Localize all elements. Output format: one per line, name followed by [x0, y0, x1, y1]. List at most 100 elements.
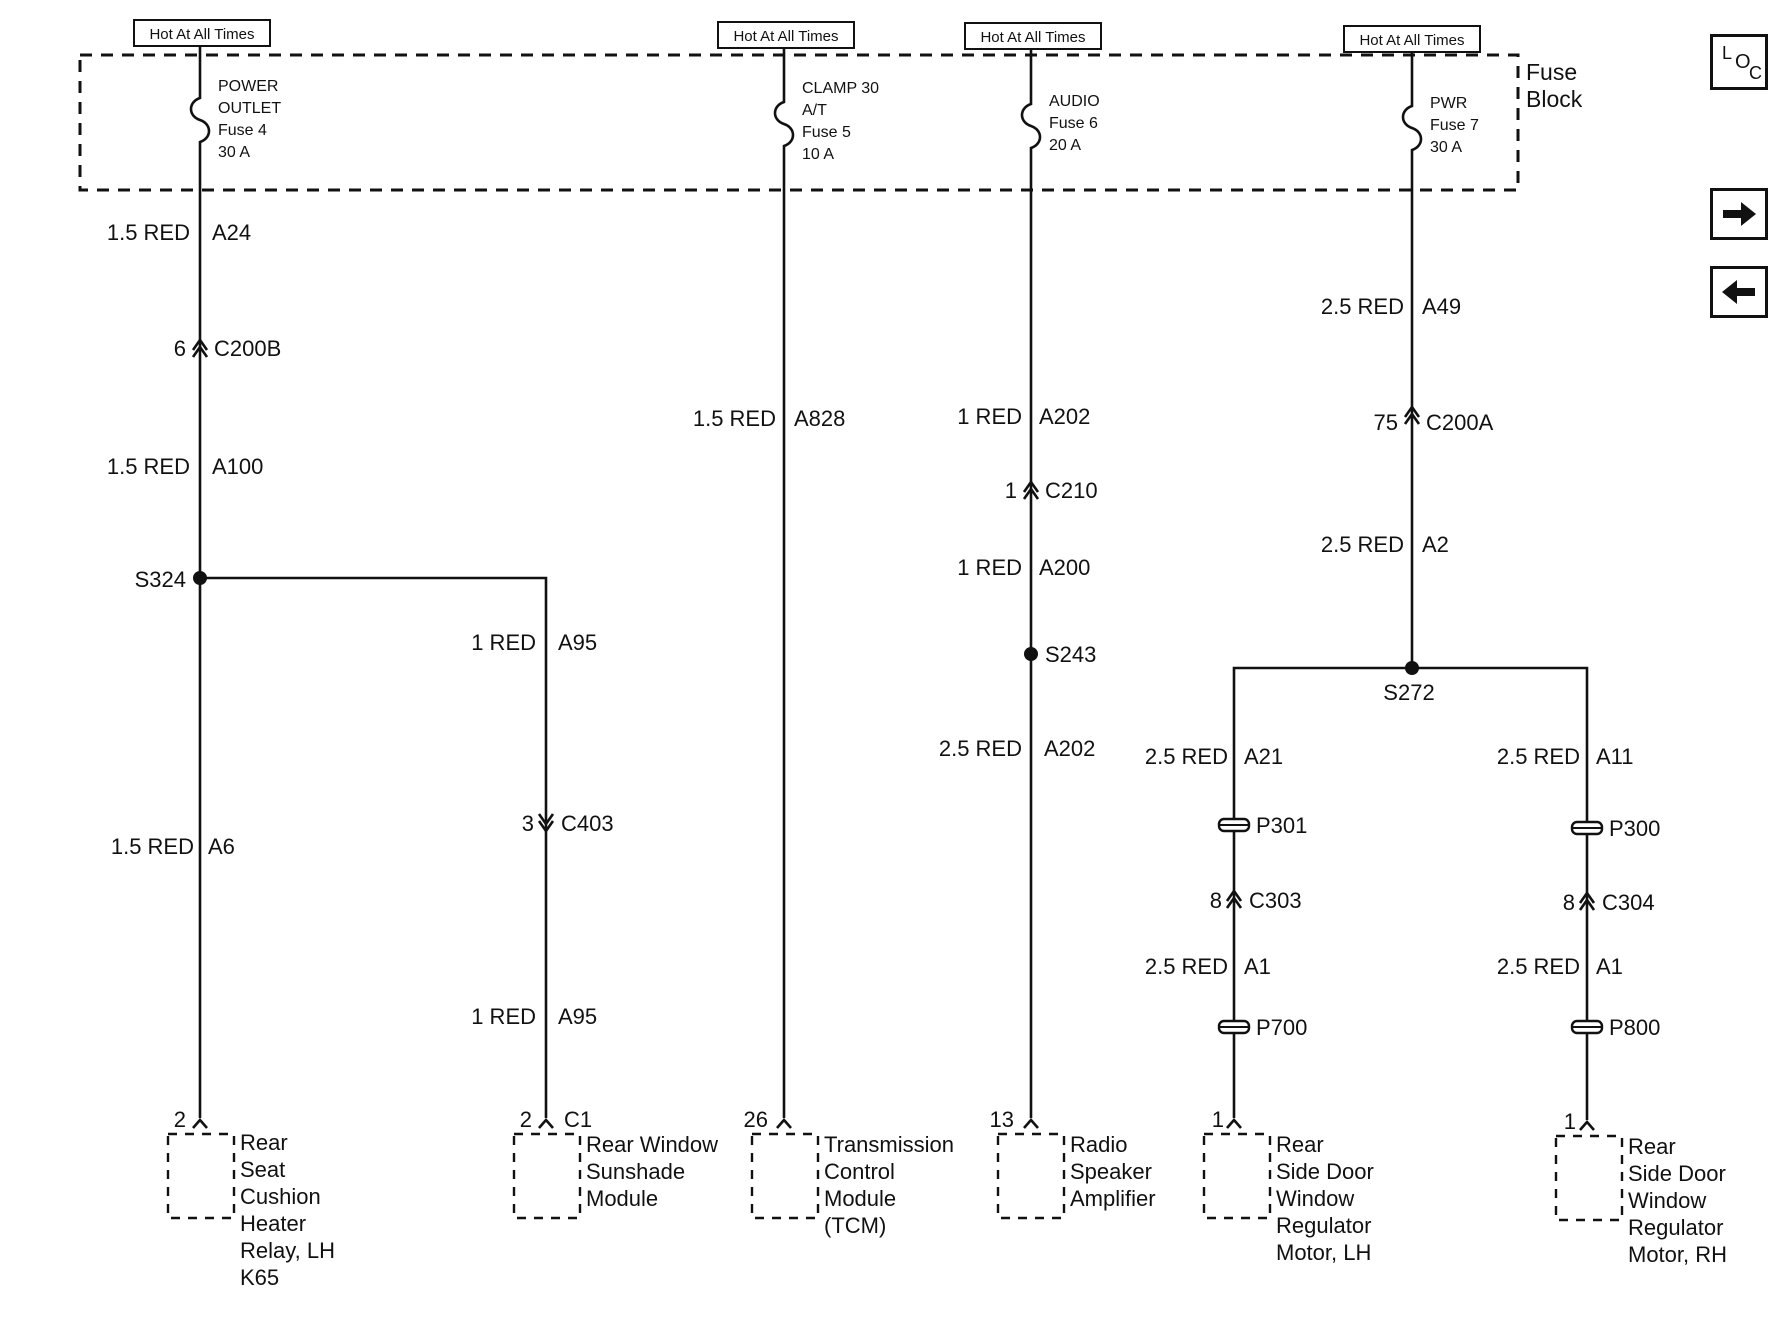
wire [200, 576, 548, 1118]
wire-gauge: 1 RED [957, 404, 1022, 429]
fuse-label: CLAMP 30 A/T Fuse 5 10 A [802, 80, 879, 163]
hot-label: Hot At All Times [964, 22, 1102, 50]
svg-text:Amplifier: Amplifier [1070, 1186, 1156, 1211]
wire-circuit: A202 [1039, 404, 1090, 429]
connector-symbol: 1 C210 [1005, 478, 1098, 503]
wire-gauge: 2.5 RED [1321, 532, 1404, 557]
component-rear-seat-heater-relay: 2 Rear Seat Cushion Heater Relay, LH K65 [166, 1107, 335, 1290]
wire-gauge: 2.5 RED [1321, 294, 1404, 319]
wire-circuit: A100 [212, 454, 263, 479]
loc-letter: O [1735, 51, 1751, 73]
svg-text:Side Door: Side Door [1276, 1159, 1374, 1184]
svg-text:8: 8 [1210, 888, 1222, 913]
fuse-symbol [1020, 49, 1042, 156]
svg-text:C403: C403 [561, 811, 614, 836]
wire-gauge: 1 RED [957, 555, 1022, 580]
svg-text:Regulator: Regulator [1628, 1215, 1723, 1240]
svg-text:13: 13 [990, 1107, 1014, 1132]
wire-gauge: 2.5 RED [1497, 744, 1580, 769]
svg-text:Hot At All Times: Hot At All Times [733, 28, 838, 45]
svg-text:A/T: A/T [802, 102, 827, 119]
svg-text:Window: Window [1276, 1186, 1354, 1211]
svg-text:Hot At All Times: Hot At All Times [1359, 32, 1464, 49]
hot-label: Hot At All Times [1343, 25, 1481, 53]
component-radio-speaker-amplifier: 13 Radio Speaker Amplifier [990, 1107, 1156, 1220]
hot-label: Hot At All Times [717, 21, 855, 49]
svg-text:P300: P300 [1609, 816, 1660, 841]
connector-symbol: 8 C303 [1210, 888, 1302, 913]
splice-label: S324 [135, 567, 186, 592]
wire-circuit: A49 [1422, 294, 1461, 319]
svg-text:OUTLET: OUTLET [218, 100, 281, 117]
fuse-block-outline [78, 53, 1520, 192]
loc-letter: L [1722, 43, 1733, 63]
svg-text:Heater: Heater [240, 1211, 306, 1236]
svg-text:C1: C1 [564, 1107, 592, 1132]
svg-text:Motor, LH: Motor, LH [1276, 1240, 1371, 1265]
svg-text:Rear: Rear [240, 1130, 288, 1155]
svg-text:C303: C303 [1249, 888, 1302, 913]
svg-text:Hot At All Times: Hot At All Times [980, 29, 1085, 46]
svg-text:Transmission: Transmission [824, 1132, 954, 1157]
component-window-motor-lh: 1 Rear Side Door Window Regulator Motor,… [1202, 1107, 1374, 1265]
svg-text:Fuse 7: Fuse 7 [1430, 117, 1479, 134]
component-window-motor-rh: 1 Rear Side Door Window Regulator Motor,… [1554, 1109, 1727, 1267]
arrow-right-icon[interactable] [1710, 188, 1768, 240]
hot-label: Hot At All Times [133, 19, 271, 47]
connector-symbol: 3 C403 [522, 811, 614, 836]
svg-text:Seat: Seat [240, 1157, 285, 1182]
wire-circuit: A6 [208, 834, 235, 859]
svg-text:Fuse 6: Fuse 6 [1049, 115, 1098, 132]
svg-text:C304: C304 [1602, 890, 1655, 915]
svg-text:26: 26 [744, 1107, 768, 1132]
svg-text:1: 1 [1005, 478, 1017, 503]
svg-text:Rear: Rear [1628, 1134, 1676, 1159]
svg-text:Module: Module [586, 1186, 658, 1211]
svg-text:C210: C210 [1045, 478, 1098, 503]
svg-text:P700: P700 [1256, 1015, 1307, 1040]
connector-symbol: 8 C304 [1563, 890, 1655, 915]
svg-text:C200A: C200A [1426, 410, 1494, 435]
svg-text:Sunshade: Sunshade [586, 1159, 685, 1184]
loc-icon[interactable]: L O C [1710, 34, 1768, 90]
svg-text:(TCM): (TCM) [824, 1213, 886, 1238]
fuse-block-label: Fuse [1526, 59, 1577, 85]
svg-text:1: 1 [1564, 1109, 1576, 1134]
fuse-block-label: Block [1526, 86, 1583, 112]
svg-text:Relay, LH: Relay, LH [240, 1238, 335, 1263]
wire-gauge: 2.5 RED [1145, 954, 1228, 979]
svg-text:P301: P301 [1256, 813, 1307, 838]
svg-text:2: 2 [520, 1107, 532, 1132]
svg-text:Side Door: Side Door [1628, 1161, 1726, 1186]
svg-text:1: 1 [1212, 1107, 1224, 1132]
svg-text:2: 2 [174, 1107, 186, 1132]
svg-text:8: 8 [1563, 890, 1575, 915]
fuse-symbol [773, 48, 795, 154]
wire-circuit: A1 [1596, 954, 1623, 979]
wire-circuit: A11 [1596, 744, 1634, 769]
svg-text:30 A: 30 A [218, 144, 250, 161]
svg-text:P800: P800 [1609, 1015, 1660, 1040]
svg-text:CLAMP 30: CLAMP 30 [802, 80, 879, 97]
wire-circuit: A200 [1039, 555, 1090, 580]
fuse-symbol [189, 46, 211, 150]
wire-gauge: 1.5 RED [107, 220, 190, 245]
wire-circuit: A828 [794, 406, 845, 431]
svg-text:Rear Window: Rear Window [586, 1132, 718, 1157]
wire-circuit: A24 [212, 220, 251, 245]
connector-symbol: 75 C200A [1374, 404, 1494, 435]
wire-gauge: 1 RED [471, 630, 536, 655]
svg-text:Regulator: Regulator [1276, 1213, 1371, 1238]
component-rear-window-sunshade-module: 2 C1 Rear Window Sunshade Module [512, 1107, 718, 1220]
wire-gauge: 1.5 RED [107, 454, 190, 479]
arrow-left-icon[interactable] [1710, 266, 1768, 318]
inline-connector: P301 [1217, 813, 1307, 838]
splice-label: S243 [1045, 642, 1096, 667]
wire-circuit: A21 [1244, 744, 1283, 769]
svg-text:Rear: Rear [1276, 1132, 1324, 1157]
svg-text:3: 3 [522, 811, 534, 836]
svg-text:C200B: C200B [214, 336, 281, 361]
svg-text:PWR: PWR [1430, 95, 1467, 112]
fuse-label: PWR Fuse 7 30 A [1430, 95, 1479, 156]
svg-text:Window: Window [1628, 1188, 1706, 1213]
